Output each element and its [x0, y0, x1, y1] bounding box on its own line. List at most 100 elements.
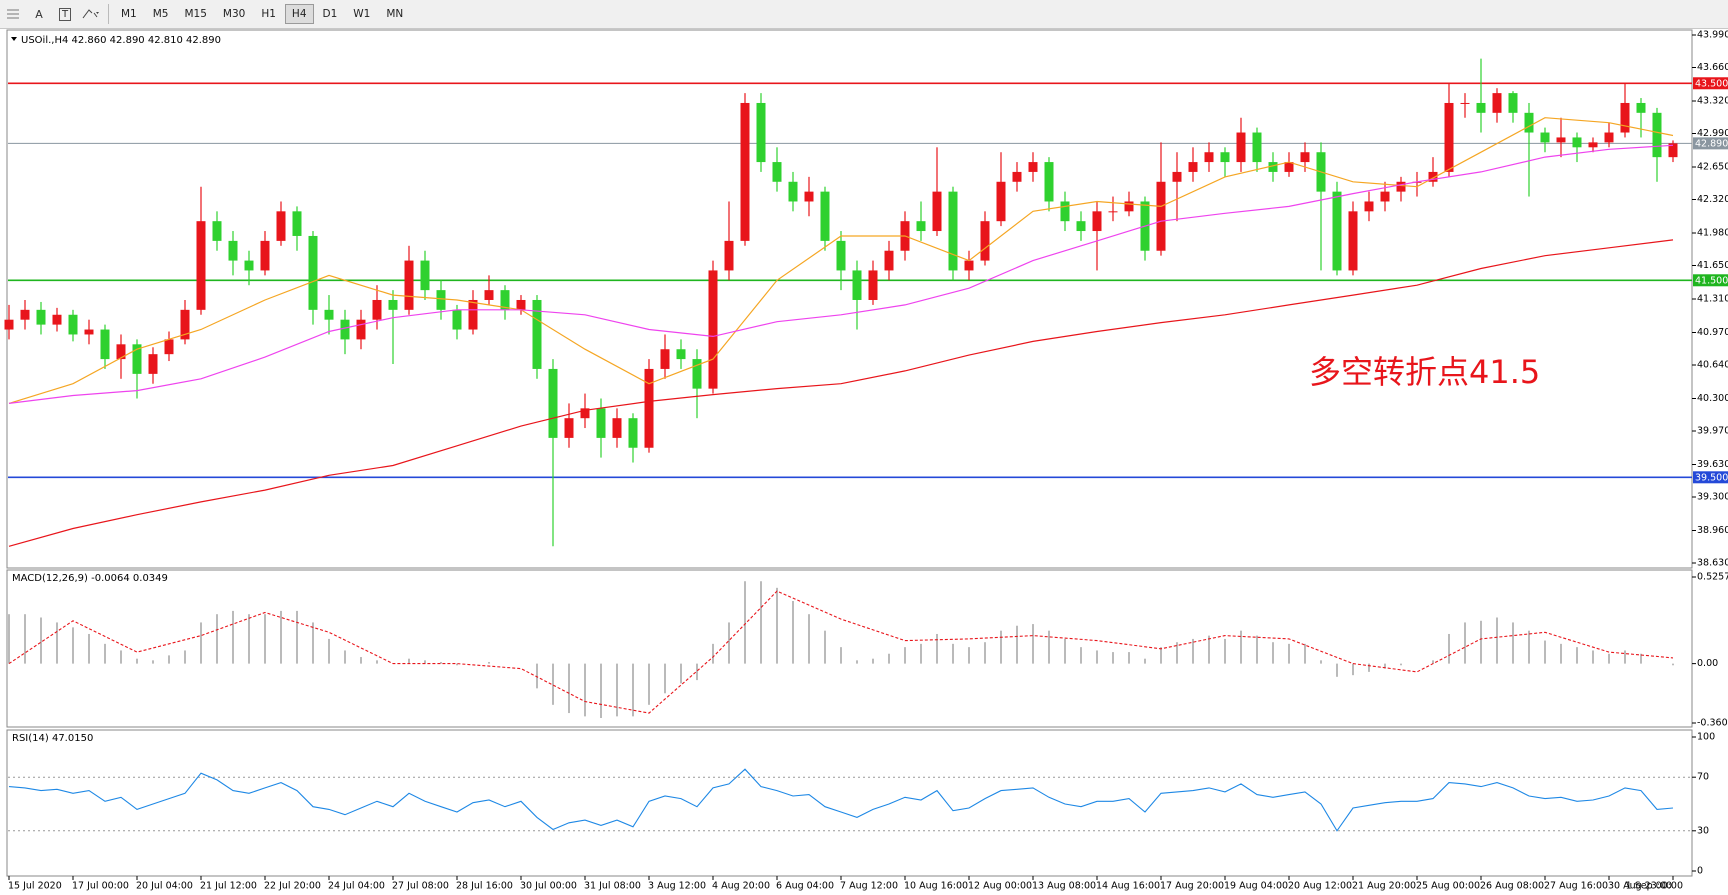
level-tag [1693, 471, 1728, 484]
candle-body [532, 299, 542, 369]
timeframe-button[interactable]: M30 [222, 8, 246, 20]
candle-body [644, 368, 654, 448]
main-panel [6, 29, 1693, 569]
candle-body [852, 270, 862, 300]
candle-body [1012, 171, 1022, 182]
x-tick-label: 17 Aug 20:00 [1160, 881, 1224, 892]
candle-body [1476, 102, 1486, 113]
x-tick-label: 10 Aug 16:00 [904, 881, 968, 892]
candle-body [596, 408, 606, 438]
x-tick-label: 15 Jul 2020 [8, 881, 62, 892]
level-tag [1693, 137, 1728, 150]
candle-body [516, 299, 526, 310]
candle-body [244, 260, 254, 271]
x-tick-label: 20 Aug 12:00 [1288, 881, 1352, 892]
x-tick-label: 3 Aug 12:00 [648, 881, 706, 892]
menu-icon[interactable] [0, 3, 26, 25]
x-tick-label: 22 Jul 20:00 [264, 881, 321, 892]
candle-body [580, 408, 590, 419]
candle-body [772, 162, 782, 182]
candle-body [164, 339, 174, 355]
chart-header: USOil.,H4 42.860 42.890 42.810 42.890 [21, 35, 221, 46]
candle-body [708, 270, 718, 389]
label-tool[interactable]: T [52, 3, 78, 25]
timeframe-button[interactable]: H4 [284, 4, 314, 24]
timeframe-button[interactable]: W1 [353, 8, 371, 20]
y-tick-label: 38.630 [1697, 558, 1728, 569]
candle-body [1636, 102, 1646, 113]
candle-body [36, 309, 46, 325]
candle-body [340, 319, 350, 340]
candle-body [436, 290, 446, 310]
candle-body [660, 349, 670, 369]
candle-body [1220, 152, 1230, 163]
candle-body [196, 221, 206, 310]
candle-body [1380, 191, 1390, 202]
x-tick-label: 13 Aug 08:00 [1032, 881, 1096, 892]
timeframe-button[interactable]: D1 [322, 8, 338, 20]
candle-body [1668, 143, 1678, 158]
candle-body [420, 260, 430, 291]
timeframes: M1 M5 M15 M30 H1 H4 D1 W1 MN [113, 4, 411, 24]
x-tick-label: 7 Aug 12:00 [840, 881, 898, 892]
candle-body [1044, 162, 1054, 202]
y-tick-label: 0.5257 [1697, 572, 1728, 583]
candle-body [724, 240, 734, 271]
timeframe-button[interactable]: MN [386, 8, 404, 20]
x-tick-label: 20 Jul 04:00 [136, 881, 193, 892]
y-tick-label: 41.310 [1697, 294, 1728, 305]
candle-body [1620, 102, 1630, 133]
x-tick-label: 27 Aug 16:00 [1544, 881, 1608, 892]
y-tick-label: 40.300 [1697, 393, 1728, 404]
chart: USOil.,H4 42.860 42.890 42.810 42.890 MA… [4, 29, 1728, 892]
candle-body [1348, 211, 1358, 271]
y-tick-label: 40.640 [1697, 360, 1728, 371]
candle-body [372, 299, 382, 320]
x-tick-label: 1 Sep 00:00 [1626, 881, 1683, 892]
moving-average [8, 117, 1674, 404]
candle-body [388, 299, 398, 310]
candle-body [100, 329, 110, 360]
timeframe-button[interactable]: M5 [152, 8, 169, 20]
candle-body [1028, 162, 1038, 172]
y-tick-label: -0.3603 [1697, 718, 1728, 729]
candle-body [20, 309, 30, 320]
timeframe-button[interactable]: H1 [261, 8, 276, 20]
timeframe-button[interactable]: M15 [184, 8, 207, 20]
y-tick-label: 41.980 [1697, 228, 1728, 239]
toolbar: A T M1 M5 M15 M30 H1 H4 D1 W1 MN [0, 0, 1728, 29]
candle-body [276, 211, 286, 241]
candle-body [132, 344, 142, 374]
level-label: 39.500 [1695, 472, 1728, 483]
candle-body [836, 240, 846, 271]
timeframe-button[interactable]: M1 [121, 8, 137, 20]
draw-tool[interactable] [78, 3, 104, 25]
candle-body [1396, 181, 1406, 192]
candle-body [324, 309, 334, 320]
candle-body [84, 329, 94, 335]
candle-body [452, 309, 462, 330]
x-tick-label: 6 Aug 04:00 [776, 881, 834, 892]
macd-label: MACD(12,26,9) -0.0064 0.0349 [12, 573, 168, 584]
candle-body [804, 191, 814, 202]
candle-body [996, 181, 1006, 222]
candle-body [1268, 162, 1278, 172]
candle-body [1156, 181, 1166, 251]
candle-body [820, 191, 830, 241]
y-tick-label: 39.300 [1697, 492, 1728, 503]
rsi-label: RSI(14) 47.0150 [12, 733, 93, 744]
candle-body [180, 309, 190, 340]
x-tick-label: 30 Jul 00:00 [520, 881, 577, 892]
candle-body [980, 221, 990, 261]
candle-body [932, 191, 942, 232]
y-tick-label: 43.320 [1697, 96, 1728, 107]
header-arrow [11, 37, 17, 41]
candle-body [1172, 171, 1182, 182]
candle-body [868, 270, 878, 300]
y-tick-label: 42.990 [1697, 128, 1728, 139]
label-tool-text: T [58, 7, 72, 21]
candle-body [404, 260, 414, 310]
candle-body [964, 260, 974, 271]
candle-body [468, 299, 478, 330]
text-tool[interactable]: A [35, 7, 43, 21]
